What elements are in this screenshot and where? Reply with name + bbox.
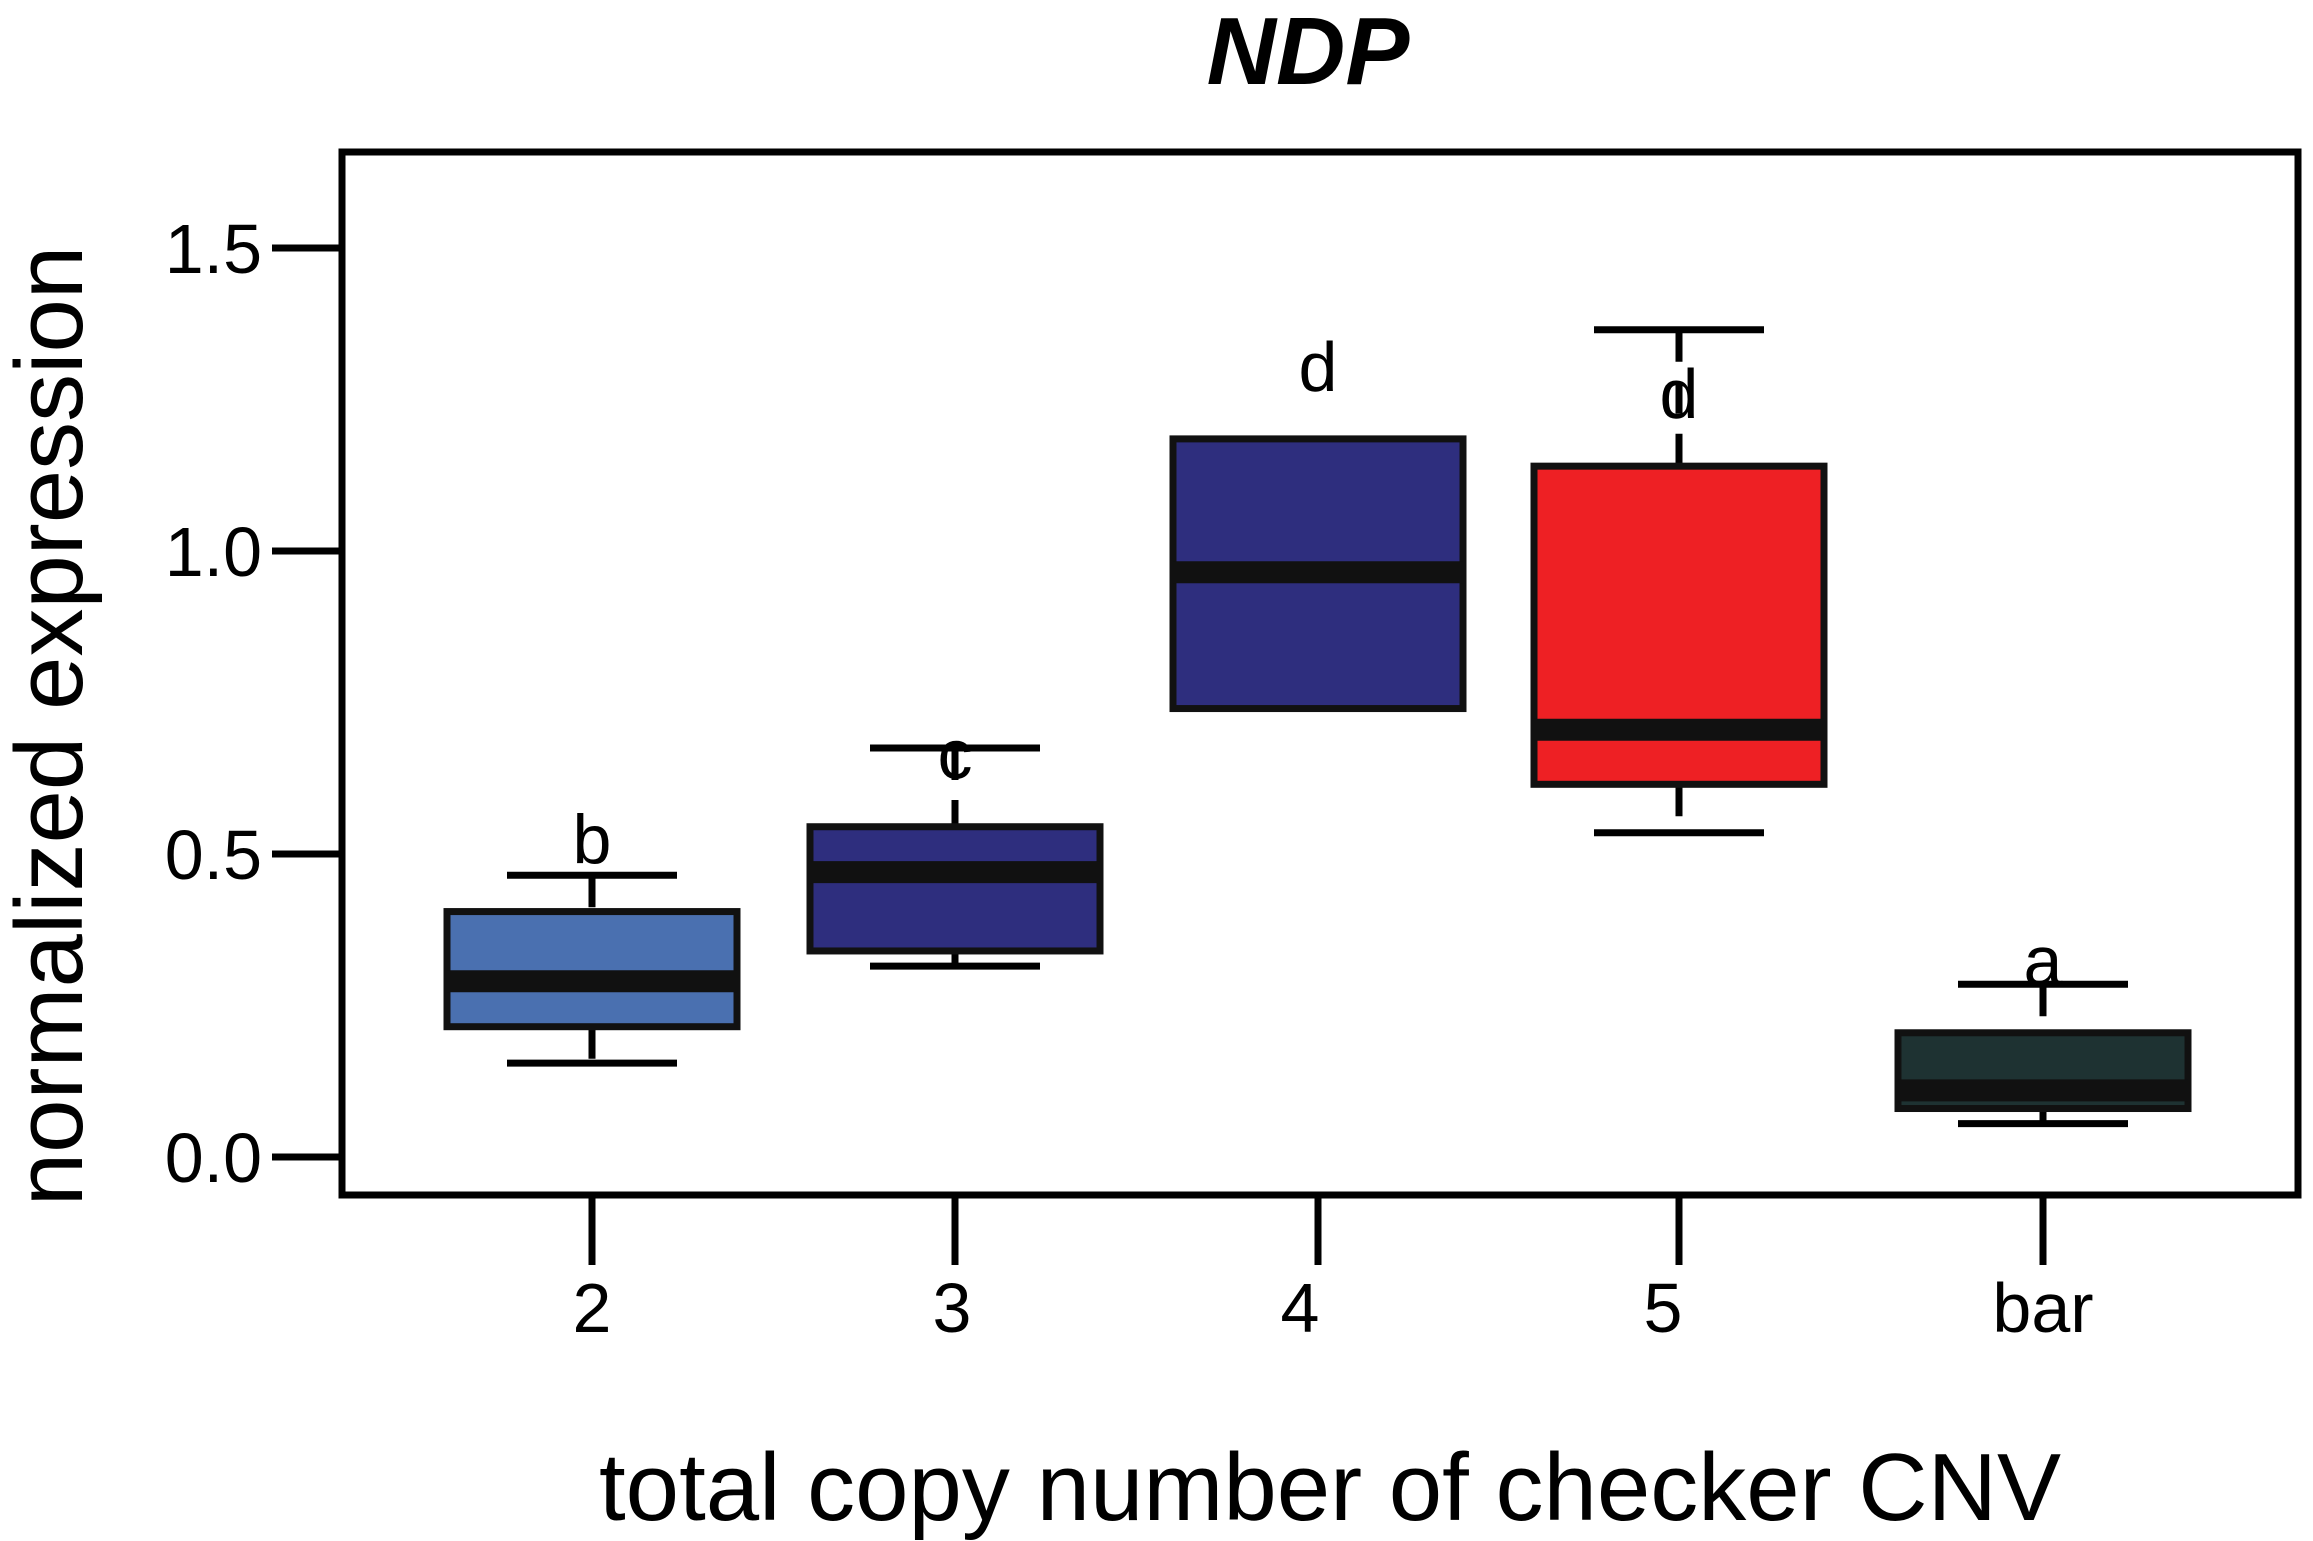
y-axis: 0.0 0.5 1.0 1.5	[165, 210, 342, 1197]
box-3: c	[806, 716, 1104, 970]
significance-label: b	[573, 801, 612, 879]
x-tick-label: bar	[1992, 1269, 2093, 1347]
boxes-group: b c d d a	[443, 326, 2192, 1128]
x-tick-label: 3	[933, 1269, 972, 1347]
significance-label: a	[2024, 922, 2063, 1000]
box-5: d	[1530, 326, 1828, 837]
box-4: d	[1169, 328, 1467, 713]
plot-frame	[338, 148, 2302, 1199]
chart-title: NDP	[1207, 0, 1411, 105]
significance-label: d	[1660, 355, 1699, 433]
x-axis: 2 3 4 5 bar	[573, 1195, 2094, 1347]
x-tick-label: 4	[1281, 1269, 1320, 1347]
x-tick-label: 2	[573, 1269, 612, 1347]
x-axis-label: total copy number of checker CNV	[599, 1434, 2061, 1541]
x-tick-label: 5	[1644, 1269, 1683, 1347]
y-axis-label: normalized expression	[0, 246, 103, 1206]
y-tick-label: 0.5	[165, 816, 262, 894]
box-iqr	[443, 908, 741, 1031]
box-iqr	[806, 823, 1104, 955]
box-bar: a	[1894, 922, 2192, 1128]
significance-label: d	[1299, 328, 1338, 406]
box-2: b	[443, 801, 741, 1067]
y-tick-label: 1.5	[165, 210, 262, 288]
significance-label: c	[938, 716, 973, 794]
y-tick-label: 1.0	[165, 513, 262, 591]
y-tick-label: 0.0	[165, 1119, 262, 1197]
